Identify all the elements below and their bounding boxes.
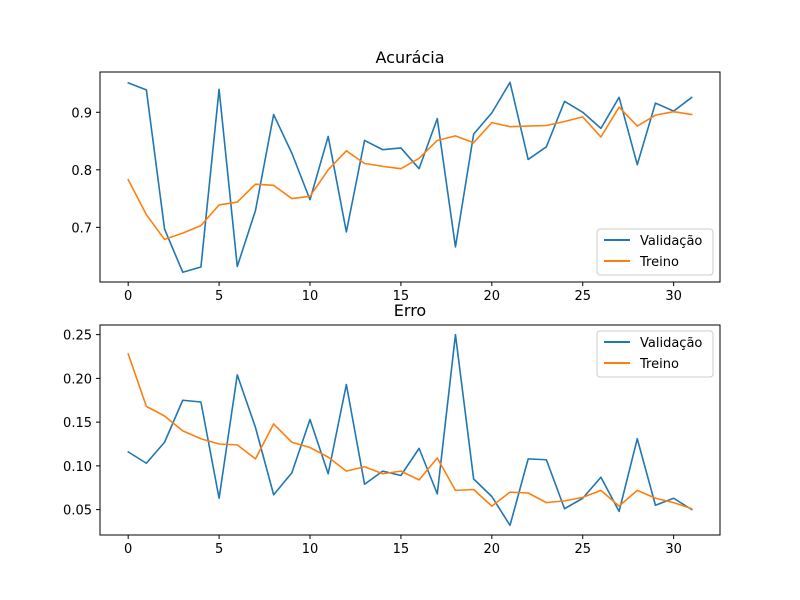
error-plot-frame <box>99 324 721 536</box>
error-y-tick-label: 0.10 <box>63 460 92 475</box>
accuracy-title: Acurácia <box>375 48 444 67</box>
error-y-tick-label: 0.15 <box>63 416 92 431</box>
error-legend: Validação Treino <box>596 330 714 378</box>
accuracy-x-tick-label: 25 <box>574 289 591 304</box>
accuracy-plot-frame <box>99 71 721 283</box>
accuracy-panel: Acurácia 0 5 10 15 20 25 30 0.7 0.8 0.9 Validaçã… <box>71 48 721 304</box>
accuracy-series-lines <box>127 81 693 274</box>
error-x-tick-label: 25 <box>574 542 591 557</box>
error-series-lines <box>127 333 693 527</box>
error-x-tick-label: 5 <box>215 542 223 557</box>
accuracy-y-tick-label: 0.8 <box>71 164 92 179</box>
accuracy-x-tick-label: 20 <box>484 289 501 304</box>
error-title: Erro <box>394 301 426 320</box>
error-y-tick-label: 0.20 <box>63 372 92 387</box>
accuracy-x-tick-label: 30 <box>665 289 682 304</box>
error-validation-line <box>127 333 693 527</box>
error-y-axis: 0.05 0.10 0.15 0.20 0.25 <box>63 329 100 519</box>
error-x-axis: 0 5 10 15 20 25 30 <box>124 535 682 557</box>
accuracy-y-tick-label: 0.7 <box>71 221 92 236</box>
accuracy-x-tick-label: 5 <box>215 289 223 304</box>
accuracy-legend-validation-label: Validação <box>640 234 702 249</box>
accuracy-validation-line <box>127 81 693 274</box>
error-legend-validation-label: Validação <box>640 336 702 351</box>
accuracy-x-tick-label: 15 <box>393 289 410 304</box>
error-x-tick-label: 0 <box>124 542 132 557</box>
error-legend-training-label: Treino <box>639 357 679 372</box>
accuracy-x-tick-label: 10 <box>302 289 319 304</box>
accuracy-legend: Validação Treino <box>596 228 714 276</box>
error-x-tick-label: 15 <box>393 542 410 557</box>
error-y-tick-label: 0.25 <box>63 329 92 344</box>
error-x-tick-label: 10 <box>302 542 319 557</box>
error-panel: Erro 0 5 10 15 20 25 30 0.05 0.10 0.15 0.20 0.25 V… <box>63 301 721 557</box>
accuracy-training-line <box>127 106 693 241</box>
error-x-tick-label: 30 <box>665 542 682 557</box>
accuracy-x-tick-label: 0 <box>124 289 132 304</box>
accuracy-x-axis: 0 5 10 15 20 25 30 <box>124 282 682 304</box>
accuracy-legend-training-label: Treino <box>639 255 679 270</box>
accuracy-y-tick-label: 0.9 <box>71 106 92 121</box>
error-x-tick-label: 20 <box>484 542 501 557</box>
accuracy-y-axis: 0.7 0.8 0.9 <box>71 106 100 236</box>
error-y-tick-label: 0.05 <box>63 504 92 519</box>
error-training-line <box>127 353 693 510</box>
